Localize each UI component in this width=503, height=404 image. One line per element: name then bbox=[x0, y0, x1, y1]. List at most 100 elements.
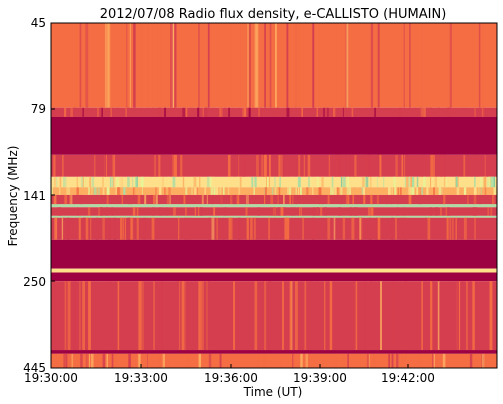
heatmap-streak bbox=[106, 194, 109, 205]
heatmap-streak bbox=[280, 207, 282, 216]
y-tick-label: 45 bbox=[31, 16, 46, 30]
heatmap-streak bbox=[158, 154, 161, 177]
heatmap-streak bbox=[430, 154, 434, 177]
heatmap-streak bbox=[344, 154, 347, 177]
heatmap-streak bbox=[353, 281, 356, 351]
heatmap-streak bbox=[487, 176, 490, 188]
heatmap-band bbox=[51, 239, 497, 269]
heatmap-streak bbox=[368, 217, 371, 240]
heatmap-streak bbox=[367, 207, 371, 216]
heatmap-streak bbox=[461, 281, 463, 351]
heatmap-streak bbox=[315, 176, 317, 188]
heatmap-streak bbox=[342, 107, 344, 117]
heatmap-streak bbox=[340, 176, 343, 188]
heatmap-streak bbox=[325, 207, 327, 216]
heatmap-streak bbox=[113, 154, 116, 177]
heatmap-streak bbox=[447, 107, 449, 117]
heatmap-streak bbox=[90, 217, 92, 240]
heatmap-streak bbox=[341, 353, 344, 368]
heatmap-streak bbox=[459, 281, 461, 351]
heatmap-streak bbox=[341, 23, 344, 108]
heatmap-streak bbox=[447, 281, 449, 351]
heatmap-streak bbox=[98, 207, 102, 216]
heatmap-streak bbox=[364, 281, 366, 351]
heatmap-streak bbox=[284, 217, 287, 240]
heatmap-band bbox=[51, 268, 497, 273]
heatmap-streak bbox=[85, 23, 89, 108]
heatmap-streak bbox=[297, 176, 301, 188]
heatmap-streak bbox=[188, 187, 191, 195]
heatmap-streak bbox=[447, 207, 450, 216]
heatmap-streak bbox=[190, 107, 193, 117]
heatmap-streak bbox=[158, 107, 162, 117]
heatmap-streak bbox=[269, 154, 271, 177]
heatmap-streak bbox=[269, 176, 272, 188]
heatmap-streak bbox=[220, 107, 222, 117]
heatmap-streak bbox=[312, 107, 315, 117]
heatmap-streak bbox=[393, 281, 396, 351]
heatmap-streak bbox=[403, 217, 407, 240]
heatmap-streak bbox=[409, 187, 413, 195]
heatmap-streak bbox=[263, 353, 266, 368]
heatmap-streak bbox=[264, 154, 267, 177]
heatmap-streak bbox=[293, 207, 296, 216]
heatmap-streak bbox=[451, 217, 454, 240]
heatmap-streak bbox=[278, 194, 281, 205]
heatmap-streak bbox=[475, 207, 478, 216]
heatmap-streak bbox=[312, 207, 316, 216]
heatmap-streak bbox=[157, 23, 161, 108]
heatmap-streak bbox=[298, 154, 301, 177]
heatmap-streak bbox=[323, 187, 327, 195]
heatmap-streak bbox=[394, 187, 396, 195]
y-axis-label: Frequency (MHz) bbox=[6, 146, 20, 247]
heatmap-streak bbox=[122, 187, 124, 195]
heatmap-streak bbox=[211, 176, 215, 188]
heatmap-streak bbox=[275, 23, 277, 108]
heatmap-streak bbox=[53, 187, 56, 195]
heatmap-streak bbox=[82, 176, 85, 188]
heatmap-streak bbox=[487, 207, 489, 216]
heatmap-streak bbox=[125, 107, 127, 117]
heatmap-streak bbox=[205, 107, 208, 117]
heatmap-streak bbox=[333, 107, 336, 117]
heatmap-streak bbox=[301, 207, 302, 216]
heatmap-streak bbox=[443, 194, 446, 205]
heatmap-streak bbox=[474, 176, 476, 188]
heatmap-streak bbox=[306, 281, 308, 351]
heatmap-streak bbox=[93, 187, 97, 195]
heatmap-streak bbox=[172, 176, 174, 188]
heatmap-streak bbox=[456, 281, 459, 351]
heatmap-streak bbox=[170, 23, 173, 108]
heatmap-streak bbox=[312, 23, 315, 108]
heatmap-streak bbox=[290, 23, 292, 108]
heatmap-streak bbox=[316, 107, 318, 117]
heatmap-streak bbox=[350, 23, 352, 108]
heatmap-streak bbox=[102, 353, 106, 368]
heatmap-streak bbox=[193, 176, 197, 188]
heatmap-streak bbox=[197, 207, 200, 216]
y-tick-label: 250 bbox=[23, 275, 46, 289]
heatmap-streak bbox=[282, 281, 284, 351]
heatmap-streak bbox=[417, 187, 421, 195]
heatmap-streak bbox=[128, 194, 131, 205]
heatmap-streak bbox=[60, 353, 63, 368]
heatmap-streak bbox=[251, 107, 255, 117]
heatmap-streak bbox=[309, 281, 313, 351]
heatmap-streak bbox=[390, 194, 392, 205]
heatmap-streak bbox=[76, 176, 78, 188]
heatmap-streak bbox=[316, 207, 320, 216]
heatmap-streak bbox=[77, 207, 79, 216]
heatmap-streak bbox=[421, 187, 423, 195]
heatmap-streak bbox=[264, 194, 266, 205]
heatmap-streak bbox=[391, 281, 393, 351]
heatmap-streak bbox=[255, 23, 259, 108]
heatmap-streak bbox=[421, 154, 424, 177]
heatmap-streak bbox=[281, 207, 284, 216]
heatmap-streak bbox=[306, 187, 309, 195]
heatmap-streak bbox=[123, 187, 127, 195]
heatmap-streak bbox=[70, 107, 73, 117]
heatmap-streak bbox=[447, 187, 449, 195]
heatmap-streak bbox=[257, 353, 259, 368]
heatmap-streak bbox=[401, 154, 404, 177]
heatmap-streak bbox=[263, 281, 267, 351]
